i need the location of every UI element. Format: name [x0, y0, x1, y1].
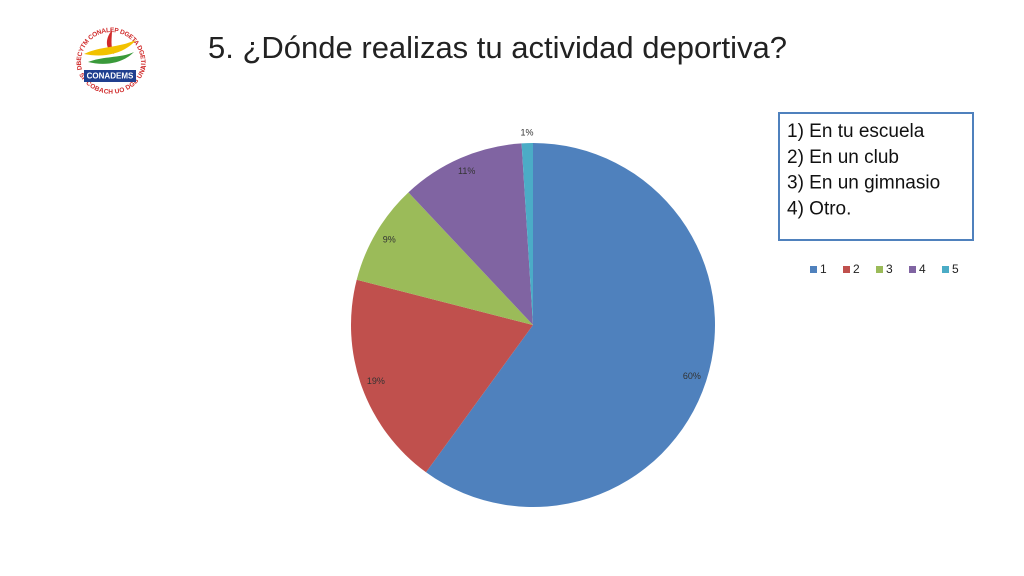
pie-slice [521, 143, 533, 325]
note-line: 3) En un gimnasio [787, 173, 940, 194]
notes-box [778, 112, 974, 241]
note-line: 2) En un club [787, 147, 899, 168]
data-label: 11% [458, 166, 475, 176]
legend-label: 5 [952, 262, 959, 276]
logo-wing [84, 40, 136, 56]
logo-top-text: DBECYTM CONALEP DGETA DGETI IPN [0, 0, 146, 71]
logo: DBECYTM CONALEP DGETA DGETI IPN SP COBAC… [0, 0, 148, 96]
pie-slice [351, 279, 533, 473]
legend-swatch [909, 266, 916, 273]
data-label: 9% [383, 234, 396, 244]
legend-swatch [942, 266, 949, 273]
legend-label: 4 [919, 262, 926, 276]
data-label: 1% [520, 127, 533, 137]
legend-label: 3 [886, 262, 893, 276]
pie-slice [356, 192, 533, 325]
logo-wing [88, 52, 134, 64]
legend-swatch [843, 266, 850, 273]
note-line: 1) En tu escuela [787, 121, 925, 142]
data-label: 19% [367, 376, 385, 386]
legend-label: 1 [820, 262, 827, 276]
pie-slice [408, 143, 533, 325]
legend-swatch [810, 266, 817, 273]
note-line: 4) Otro. [787, 198, 851, 219]
legend-swatch [876, 266, 883, 273]
logo-banner [84, 70, 136, 82]
data-label: 60% [683, 371, 701, 381]
legend-label: 2 [853, 262, 860, 276]
pie-slice [426, 143, 715, 508]
chart-title: 5. ¿Dónde realizas tu actividad deportiv… [208, 30, 787, 65]
logo-name: CONADEMS [87, 72, 134, 81]
